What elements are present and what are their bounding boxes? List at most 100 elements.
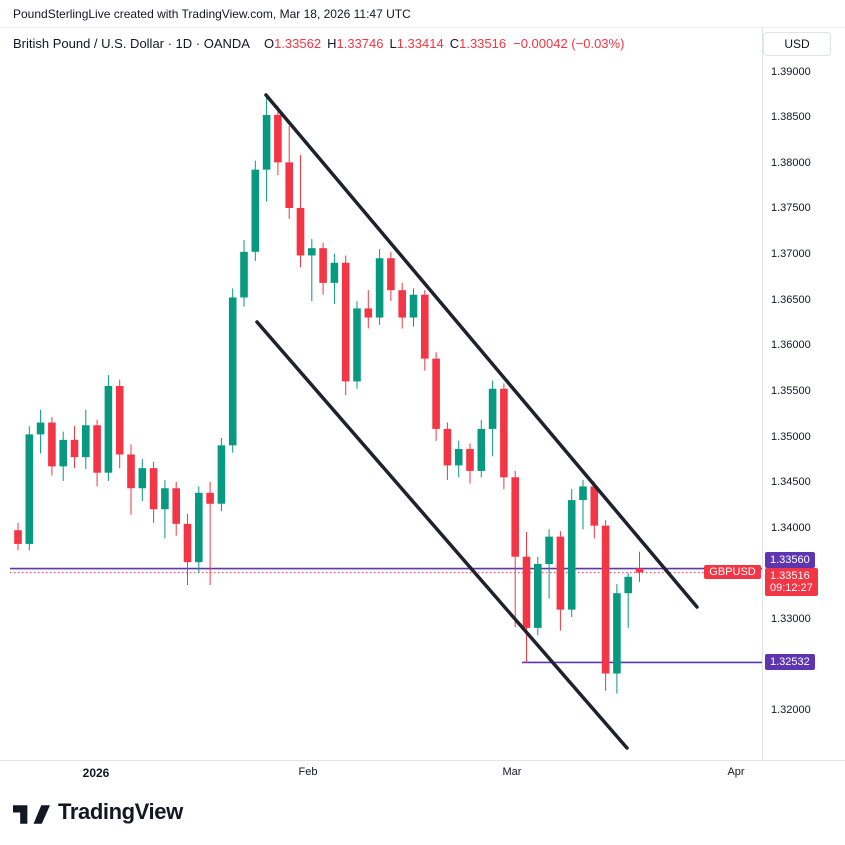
candle-body xyxy=(421,294,429,359)
price-axis-tick: 1.34000 xyxy=(771,521,811,534)
candle xyxy=(59,431,67,481)
candle-body xyxy=(262,114,271,170)
candle xyxy=(500,383,508,490)
candle-body xyxy=(375,258,384,318)
time-axis[interactable]: 2026 Feb Mar Apr xyxy=(0,761,762,787)
support-price-badge: 1.32532 xyxy=(765,654,815,671)
candle-body xyxy=(195,492,203,563)
resistance-price-badge: 1.33560 xyxy=(765,551,815,568)
candle xyxy=(93,419,101,487)
candle xyxy=(364,290,373,329)
trend-line-2[interactable] xyxy=(255,320,629,750)
candle xyxy=(36,409,45,454)
candle-body xyxy=(613,593,621,674)
candle xyxy=(14,522,22,551)
candle-body xyxy=(104,386,113,473)
symbol-title[interactable]: British Pound / U.S. Dollar · 1D · OANDA xyxy=(13,36,250,51)
candle xyxy=(149,461,158,523)
price-axis-tick: 1.32000 xyxy=(771,704,811,717)
candle xyxy=(635,551,644,582)
ohlc-key: H xyxy=(327,36,337,51)
candle-body xyxy=(454,448,463,466)
last-price-badge: 1.33516 09:12:27 xyxy=(765,567,818,596)
candle xyxy=(319,242,327,295)
candle-body xyxy=(635,568,644,573)
candle-body xyxy=(387,258,395,291)
candle xyxy=(488,380,497,457)
candle xyxy=(353,301,361,389)
candle xyxy=(161,480,169,539)
candle xyxy=(330,253,339,304)
candle xyxy=(172,481,180,536)
price-axis-tick: 1.38000 xyxy=(771,156,811,169)
candle xyxy=(240,239,248,307)
candle-body xyxy=(82,425,90,458)
candle xyxy=(217,438,226,512)
candle-body xyxy=(601,525,610,674)
candle xyxy=(466,443,474,484)
ohlc-value: 1.33562 xyxy=(274,36,322,51)
candle-body xyxy=(206,492,214,504)
candle xyxy=(296,155,305,268)
candle-body xyxy=(353,308,361,382)
candle-body xyxy=(274,114,282,163)
candle xyxy=(601,520,610,691)
candle xyxy=(138,459,147,502)
candle xyxy=(183,513,192,585)
candle xyxy=(70,426,79,469)
time-axis-label: Apr xyxy=(727,766,745,778)
candle xyxy=(567,489,576,617)
candle xyxy=(251,160,260,261)
price-axis-tick: 1.39000 xyxy=(771,65,811,78)
candle-body xyxy=(93,425,101,473)
price-axis[interactable]: 1.33560 1.33516 09:12:27 1.32532 1.39000… xyxy=(762,28,845,760)
candle-body xyxy=(567,500,576,610)
symbol-legend: British Pound / U.S. Dollar · 1D · OANDA… xyxy=(13,36,624,51)
candle-body xyxy=(432,358,440,429)
candle-body xyxy=(14,530,22,544)
candle-body xyxy=(217,445,226,504)
candle xyxy=(511,470,519,627)
price-axis-tick: 1.35500 xyxy=(771,384,811,397)
candle-body xyxy=(488,388,497,429)
candle-body xyxy=(161,488,169,510)
candle xyxy=(195,486,203,574)
candle-body xyxy=(534,563,542,628)
price-axis-tick: 1.36500 xyxy=(771,293,811,306)
candle-body xyxy=(172,488,180,524)
tradingview-logo[interactable]: TradingView xyxy=(13,799,183,825)
candle xyxy=(48,417,56,476)
candle-body xyxy=(285,162,293,209)
ohlc-values: O1.33562 H1.33746 L1.33414 C1.33516 xyxy=(258,36,506,51)
candle xyxy=(115,379,124,469)
candle-body xyxy=(228,297,237,446)
candle-body xyxy=(36,422,45,435)
candle xyxy=(375,249,384,325)
candle xyxy=(613,584,621,694)
candle-body xyxy=(556,536,565,610)
candle-body xyxy=(59,439,67,467)
candle-body xyxy=(398,290,406,318)
tradingview-logo-icon xyxy=(13,804,50,824)
candle xyxy=(228,288,237,453)
candle-body xyxy=(409,294,418,318)
time-axis-label: Mar xyxy=(502,766,522,778)
candle-body xyxy=(545,536,553,564)
price-axis-tick: 1.33000 xyxy=(771,613,811,626)
candle-body xyxy=(466,448,474,471)
candle xyxy=(104,375,113,481)
ohlc-key: C xyxy=(449,36,460,51)
candle-body xyxy=(341,262,350,382)
candle-body xyxy=(115,386,124,455)
trend-line-1[interactable] xyxy=(264,93,699,609)
ohlc-key: O xyxy=(263,36,275,51)
price-axis-tick: 1.37500 xyxy=(771,202,811,215)
candle xyxy=(285,125,293,219)
currency-toggle-button[interactable]: USD xyxy=(763,32,831,56)
candle-body xyxy=(48,422,56,467)
time-axis-label: 2026 xyxy=(82,766,110,780)
price-axis-tick: 1.34500 xyxy=(771,476,811,489)
candle-body xyxy=(240,251,248,298)
candle xyxy=(556,531,565,631)
